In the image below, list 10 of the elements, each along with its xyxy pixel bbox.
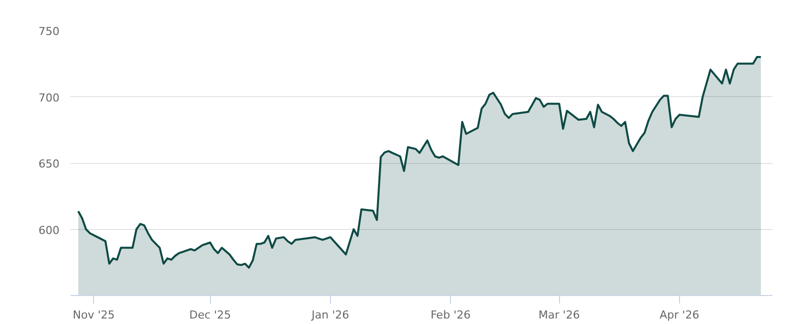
x-tick-label: Nov '25 — [72, 308, 115, 322]
x-tick-label: Feb '26 — [430, 308, 471, 322]
y-tick-label: 750 — [38, 25, 60, 38]
y-tick-label: 700 — [38, 91, 60, 104]
y-tick-label: 600 — [38, 224, 60, 237]
x-tick-label: Mar '26 — [538, 308, 580, 322]
x-tick-label: Apr '26 — [660, 308, 700, 322]
y-tick-label: 650 — [38, 158, 60, 170]
x-tick-label: Dec '25 — [189, 308, 232, 322]
x-tick-label: Jan '26 — [310, 308, 350, 322]
